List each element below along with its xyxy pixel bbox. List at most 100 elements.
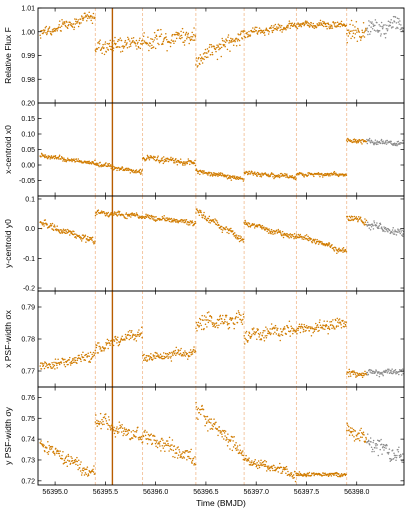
data-point — [184, 355, 187, 357]
data-point — [80, 474, 83, 476]
data-point — [163, 217, 165, 219]
data-point — [78, 459, 80, 461]
data-point — [96, 48, 99, 50]
data-point — [400, 28, 403, 30]
data-point — [51, 367, 54, 369]
data-point — [202, 173, 204, 175]
data-point — [238, 311, 240, 314]
data-point — [310, 22, 313, 24]
data-point — [129, 172, 132, 174]
data-point — [40, 155, 42, 158]
data-point — [126, 167, 128, 169]
data-point — [362, 431, 365, 433]
data-point — [155, 35, 158, 37]
data-point — [89, 351, 92, 354]
data-point — [358, 432, 360, 434]
data-point — [105, 413, 107, 415]
data-point — [77, 464, 79, 467]
data-point — [274, 232, 276, 235]
data-point — [235, 441, 237, 444]
data-point — [185, 31, 188, 34]
data-point — [47, 30, 50, 32]
data-point — [134, 337, 136, 340]
data-point — [130, 431, 133, 433]
data-point — [140, 172, 142, 174]
data-point — [234, 39, 236, 42]
data-point — [107, 424, 110, 426]
data-point — [133, 212, 136, 215]
data-point — [398, 369, 401, 371]
data-point — [106, 47, 108, 49]
data-point — [75, 233, 77, 235]
data-point — [298, 471, 301, 473]
data-point — [96, 425, 99, 427]
data-point — [210, 174, 212, 176]
data-point — [375, 30, 377, 32]
data-point — [374, 447, 376, 449]
data-point — [366, 221, 369, 224]
data-point — [189, 450, 191, 453]
data-point — [234, 234, 236, 237]
data-point — [211, 51, 213, 54]
data-point — [94, 473, 96, 475]
y-tick-label: 1.00 — [21, 29, 35, 36]
panel-frame — [37, 386, 405, 486]
data-point — [284, 328, 286, 330]
data-point — [135, 212, 138, 214]
data-point — [358, 439, 361, 442]
data-point — [352, 430, 354, 433]
data-point — [156, 352, 158, 355]
data-point — [392, 371, 395, 374]
y-tick-label: 0.10 — [21, 132, 35, 139]
data-point — [175, 346, 178, 349]
data-point — [58, 455, 61, 457]
data-point — [190, 353, 192, 356]
data-point — [48, 447, 51, 449]
data-point — [136, 429, 138, 432]
data-point — [178, 33, 180, 35]
data-point — [145, 356, 147, 359]
data-point — [158, 43, 160, 46]
data-point — [281, 334, 284, 337]
data-point — [395, 459, 397, 461]
data-point — [84, 235, 86, 238]
data-point — [396, 454, 398, 457]
data-point — [314, 328, 316, 331]
data-point — [107, 428, 109, 430]
data-point — [276, 229, 278, 232]
data-point — [45, 25, 47, 28]
data-point — [240, 30, 243, 33]
data-point — [65, 456, 67, 459]
data-point — [324, 472, 326, 475]
data-point — [100, 210, 103, 212]
panel-5: 0.720.730.740.750.76y PSF-width σy — [3, 386, 405, 486]
data-point — [137, 41, 139, 44]
data-point — [92, 468, 94, 471]
data-point — [169, 352, 171, 354]
data-point — [74, 23, 77, 25]
data-point — [161, 445, 164, 447]
data-point — [255, 172, 258, 175]
data-point — [217, 45, 220, 47]
data-point — [56, 225, 58, 227]
data-point — [266, 470, 268, 472]
data-point — [132, 40, 134, 42]
data-point — [356, 31, 358, 33]
data-point — [349, 139, 351, 141]
data-point — [117, 167, 120, 169]
data-point — [242, 454, 245, 457]
data-point — [173, 445, 176, 447]
data-point — [156, 158, 158, 161]
data-point — [135, 340, 138, 342]
data-point — [307, 326, 310, 328]
data-point — [69, 462, 72, 465]
data-point — [268, 30, 270, 33]
data-point — [200, 408, 203, 411]
data-point — [332, 247, 335, 249]
data-point — [127, 167, 130, 170]
data-point — [162, 352, 165, 354]
data-point — [185, 351, 187, 354]
data-point — [177, 221, 179, 224]
data-point — [203, 58, 205, 61]
